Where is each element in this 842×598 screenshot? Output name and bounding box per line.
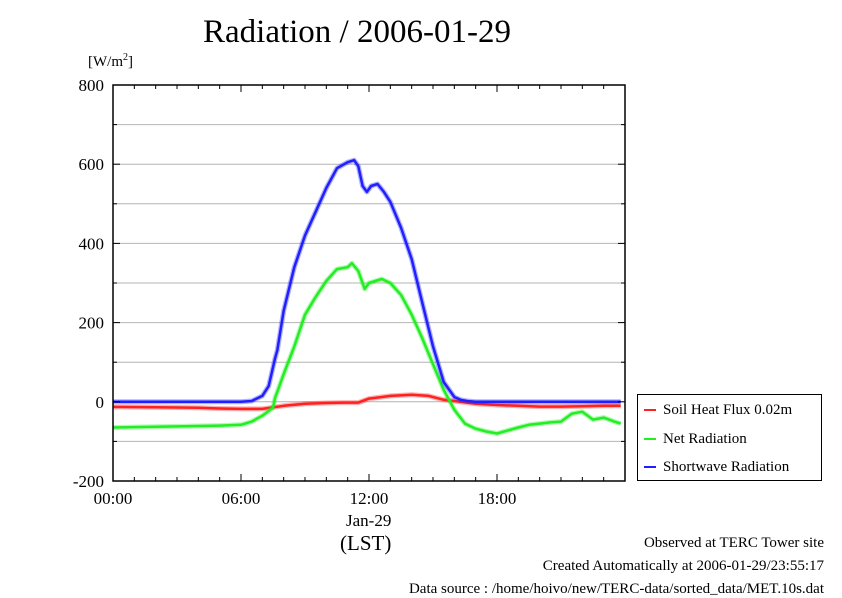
y-axis-label: [W/m2] — [88, 52, 133, 70]
legend-label: Net Radiation — [663, 430, 747, 447]
x-axis-label: (LST) — [340, 531, 392, 555]
series-halo-2 — [113, 157, 621, 405]
legend: Soil Heat Flux 0.02m Net Radiation Short… — [637, 394, 822, 481]
y-tick-label: 0 — [96, 393, 105, 412]
legend-item-shortwave-radiation: Shortwave Radiation — [644, 456, 789, 478]
date-label: Jan-29 — [346, 511, 392, 530]
series-line-net-radiation — [112, 261, 622, 435]
legend-item-net-radiation: Net Radiation — [644, 428, 747, 450]
x-tick-label: 18:00 — [478, 489, 517, 508]
chart-title: Radiation / 2006-01-29 — [203, 14, 511, 50]
footer-data-source: Data source : /home/hoivo/new/TERC-data/… — [408, 581, 824, 597]
legend-swatch-blue — [644, 466, 656, 468]
legend-swatch-red — [644, 409, 656, 411]
series-line-soil-heat-flux-0-02m — [112, 393, 621, 411]
y-tick-label: 400 — [79, 234, 105, 253]
legend-label: Soil Heat Flux 0.02m — [663, 401, 793, 418]
axis-ticks: -200 0 200 400 600 800 00:00 06:00 12:00 18:00 — [73, 76, 626, 508]
x-tick-label: 06:00 — [222, 489, 261, 508]
legend-item-soil-heat-flux: Soil Heat Flux 0.02m — [644, 399, 792, 421]
series-line-shortwave-radiation — [113, 158, 621, 404]
series-lines — [112, 157, 622, 436]
y-tick-label: -200 — [73, 472, 104, 491]
y-tick-label: 800 — [79, 76, 105, 95]
y-tick-label: 200 — [79, 314, 105, 333]
x-tick-label: 12:00 — [350, 489, 389, 508]
footer-observed: Observed at TERC Tower site — [643, 535, 824, 551]
legend-swatch-green — [644, 438, 656, 440]
legend-label: Shortwave Radiation — [663, 458, 790, 475]
footer-created: Created Automatically at 2006-01-29/23:5… — [542, 558, 824, 574]
x-tick-label: 00:00 — [94, 489, 133, 508]
y-tick-label: 600 — [79, 155, 105, 174]
